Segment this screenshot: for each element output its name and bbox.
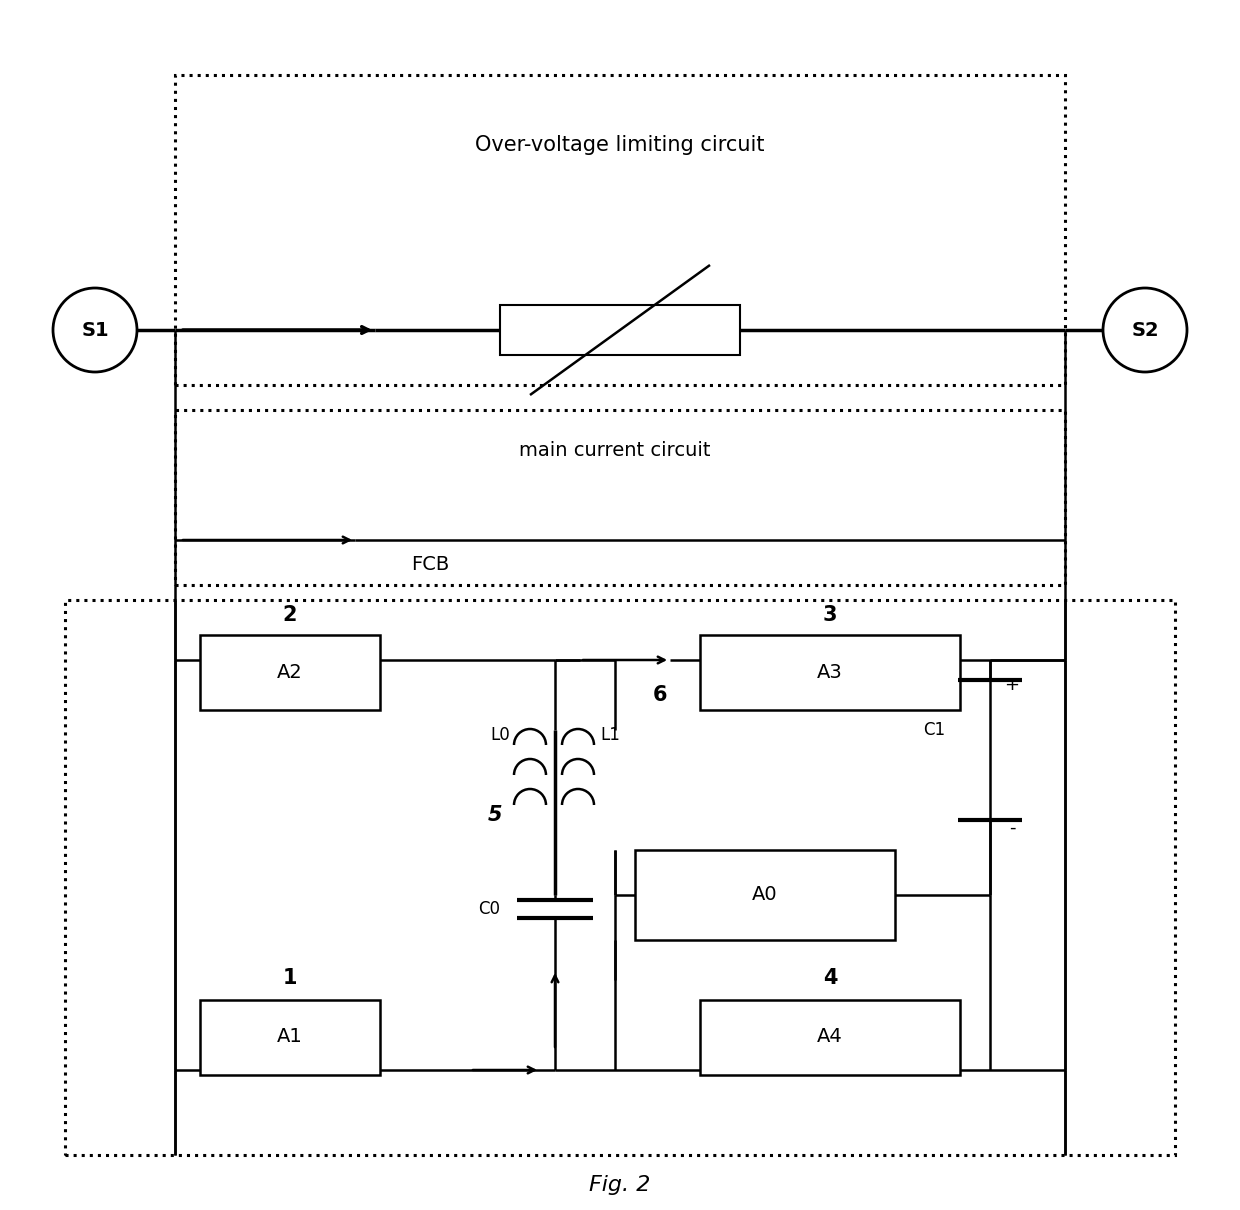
Text: Fig. 2: Fig. 2 <box>589 1175 651 1195</box>
Text: 3: 3 <box>823 605 837 626</box>
Text: L0: L0 <box>490 726 510 744</box>
Text: 5: 5 <box>487 805 502 825</box>
Text: 1: 1 <box>283 968 298 989</box>
Bar <box>175 75 1065 385</box>
Text: A3: A3 <box>817 663 843 681</box>
Bar <box>175 410 1065 584</box>
Text: 4: 4 <box>823 968 837 989</box>
Text: C1: C1 <box>923 721 945 739</box>
Text: Over-voltage limiting circuit: Over-voltage limiting circuit <box>475 136 765 155</box>
Text: 6: 6 <box>652 685 667 705</box>
Text: FCB: FCB <box>410 555 449 575</box>
Bar <box>701 635 960 710</box>
Text: A2: A2 <box>277 663 303 681</box>
Bar <box>64 600 1176 1156</box>
Bar <box>701 999 960 1074</box>
Bar <box>500 305 740 355</box>
Text: A1: A1 <box>277 1027 303 1047</box>
Text: +: + <box>1004 676 1019 695</box>
Text: C0: C0 <box>477 900 500 918</box>
Text: L1: L1 <box>600 726 620 744</box>
Bar <box>200 635 379 710</box>
Text: S1: S1 <box>81 321 109 340</box>
Bar <box>635 849 895 940</box>
Text: S2: S2 <box>1131 321 1159 340</box>
Text: A0: A0 <box>753 886 777 905</box>
Bar <box>200 999 379 1074</box>
Text: A4: A4 <box>817 1027 843 1047</box>
Text: 2: 2 <box>283 605 298 626</box>
Text: main current circuit: main current circuit <box>520 440 711 460</box>
Text: -: - <box>1009 819 1016 837</box>
